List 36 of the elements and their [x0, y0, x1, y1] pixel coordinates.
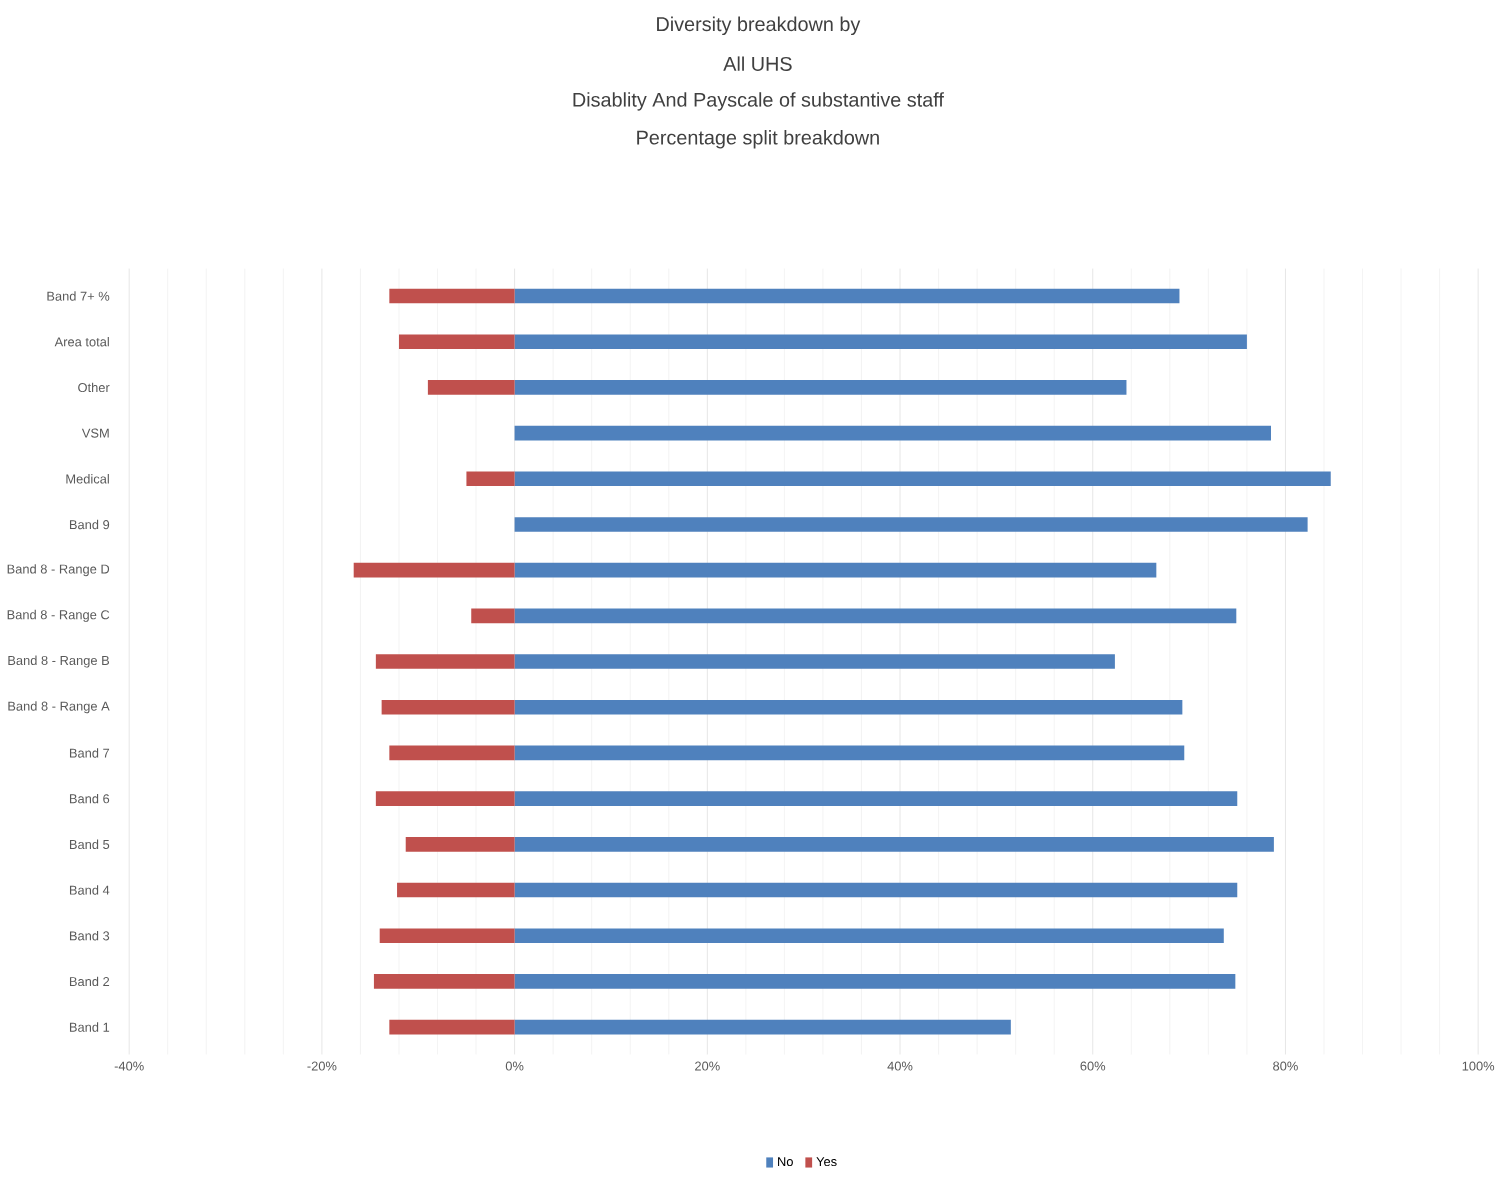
bar [373, 974, 515, 989]
bar [514, 608, 1237, 624]
bar [514, 517, 1308, 532]
bar [389, 288, 515, 304]
bar [514, 837, 1274, 852]
chart-subtitle: All UHS [723, 56, 792, 71]
bar [466, 471, 515, 487]
bar [514, 699, 1183, 715]
chart-title: Diversity breakdown by [657, 16, 861, 36]
bar [397, 882, 515, 898]
bar [514, 471, 1331, 487]
bar [381, 699, 515, 715]
bar [514, 974, 1236, 989]
bar [514, 562, 1157, 578]
bar [398, 334, 515, 350]
text: Percentage split breakdown [637, 130, 879, 149]
bar [514, 745, 1185, 761]
bar [375, 791, 515, 806]
bar [514, 791, 1238, 806]
bar [471, 608, 515, 624]
bar [514, 882, 1238, 898]
bar [389, 1019, 515, 1035]
bar [389, 745, 515, 761]
bar [405, 837, 515, 852]
text: Disablity And Payscale of substantive staff [573, 92, 944, 111]
bar [514, 425, 1271, 441]
bar [353, 562, 515, 578]
bar [514, 380, 1127, 395]
bar [514, 654, 1115, 669]
bar [514, 928, 1224, 944]
bar [514, 1019, 1011, 1035]
bar [379, 928, 515, 944]
bar [427, 380, 515, 395]
bar [375, 654, 515, 669]
bar [514, 334, 1247, 350]
bar [514, 288, 1180, 304]
